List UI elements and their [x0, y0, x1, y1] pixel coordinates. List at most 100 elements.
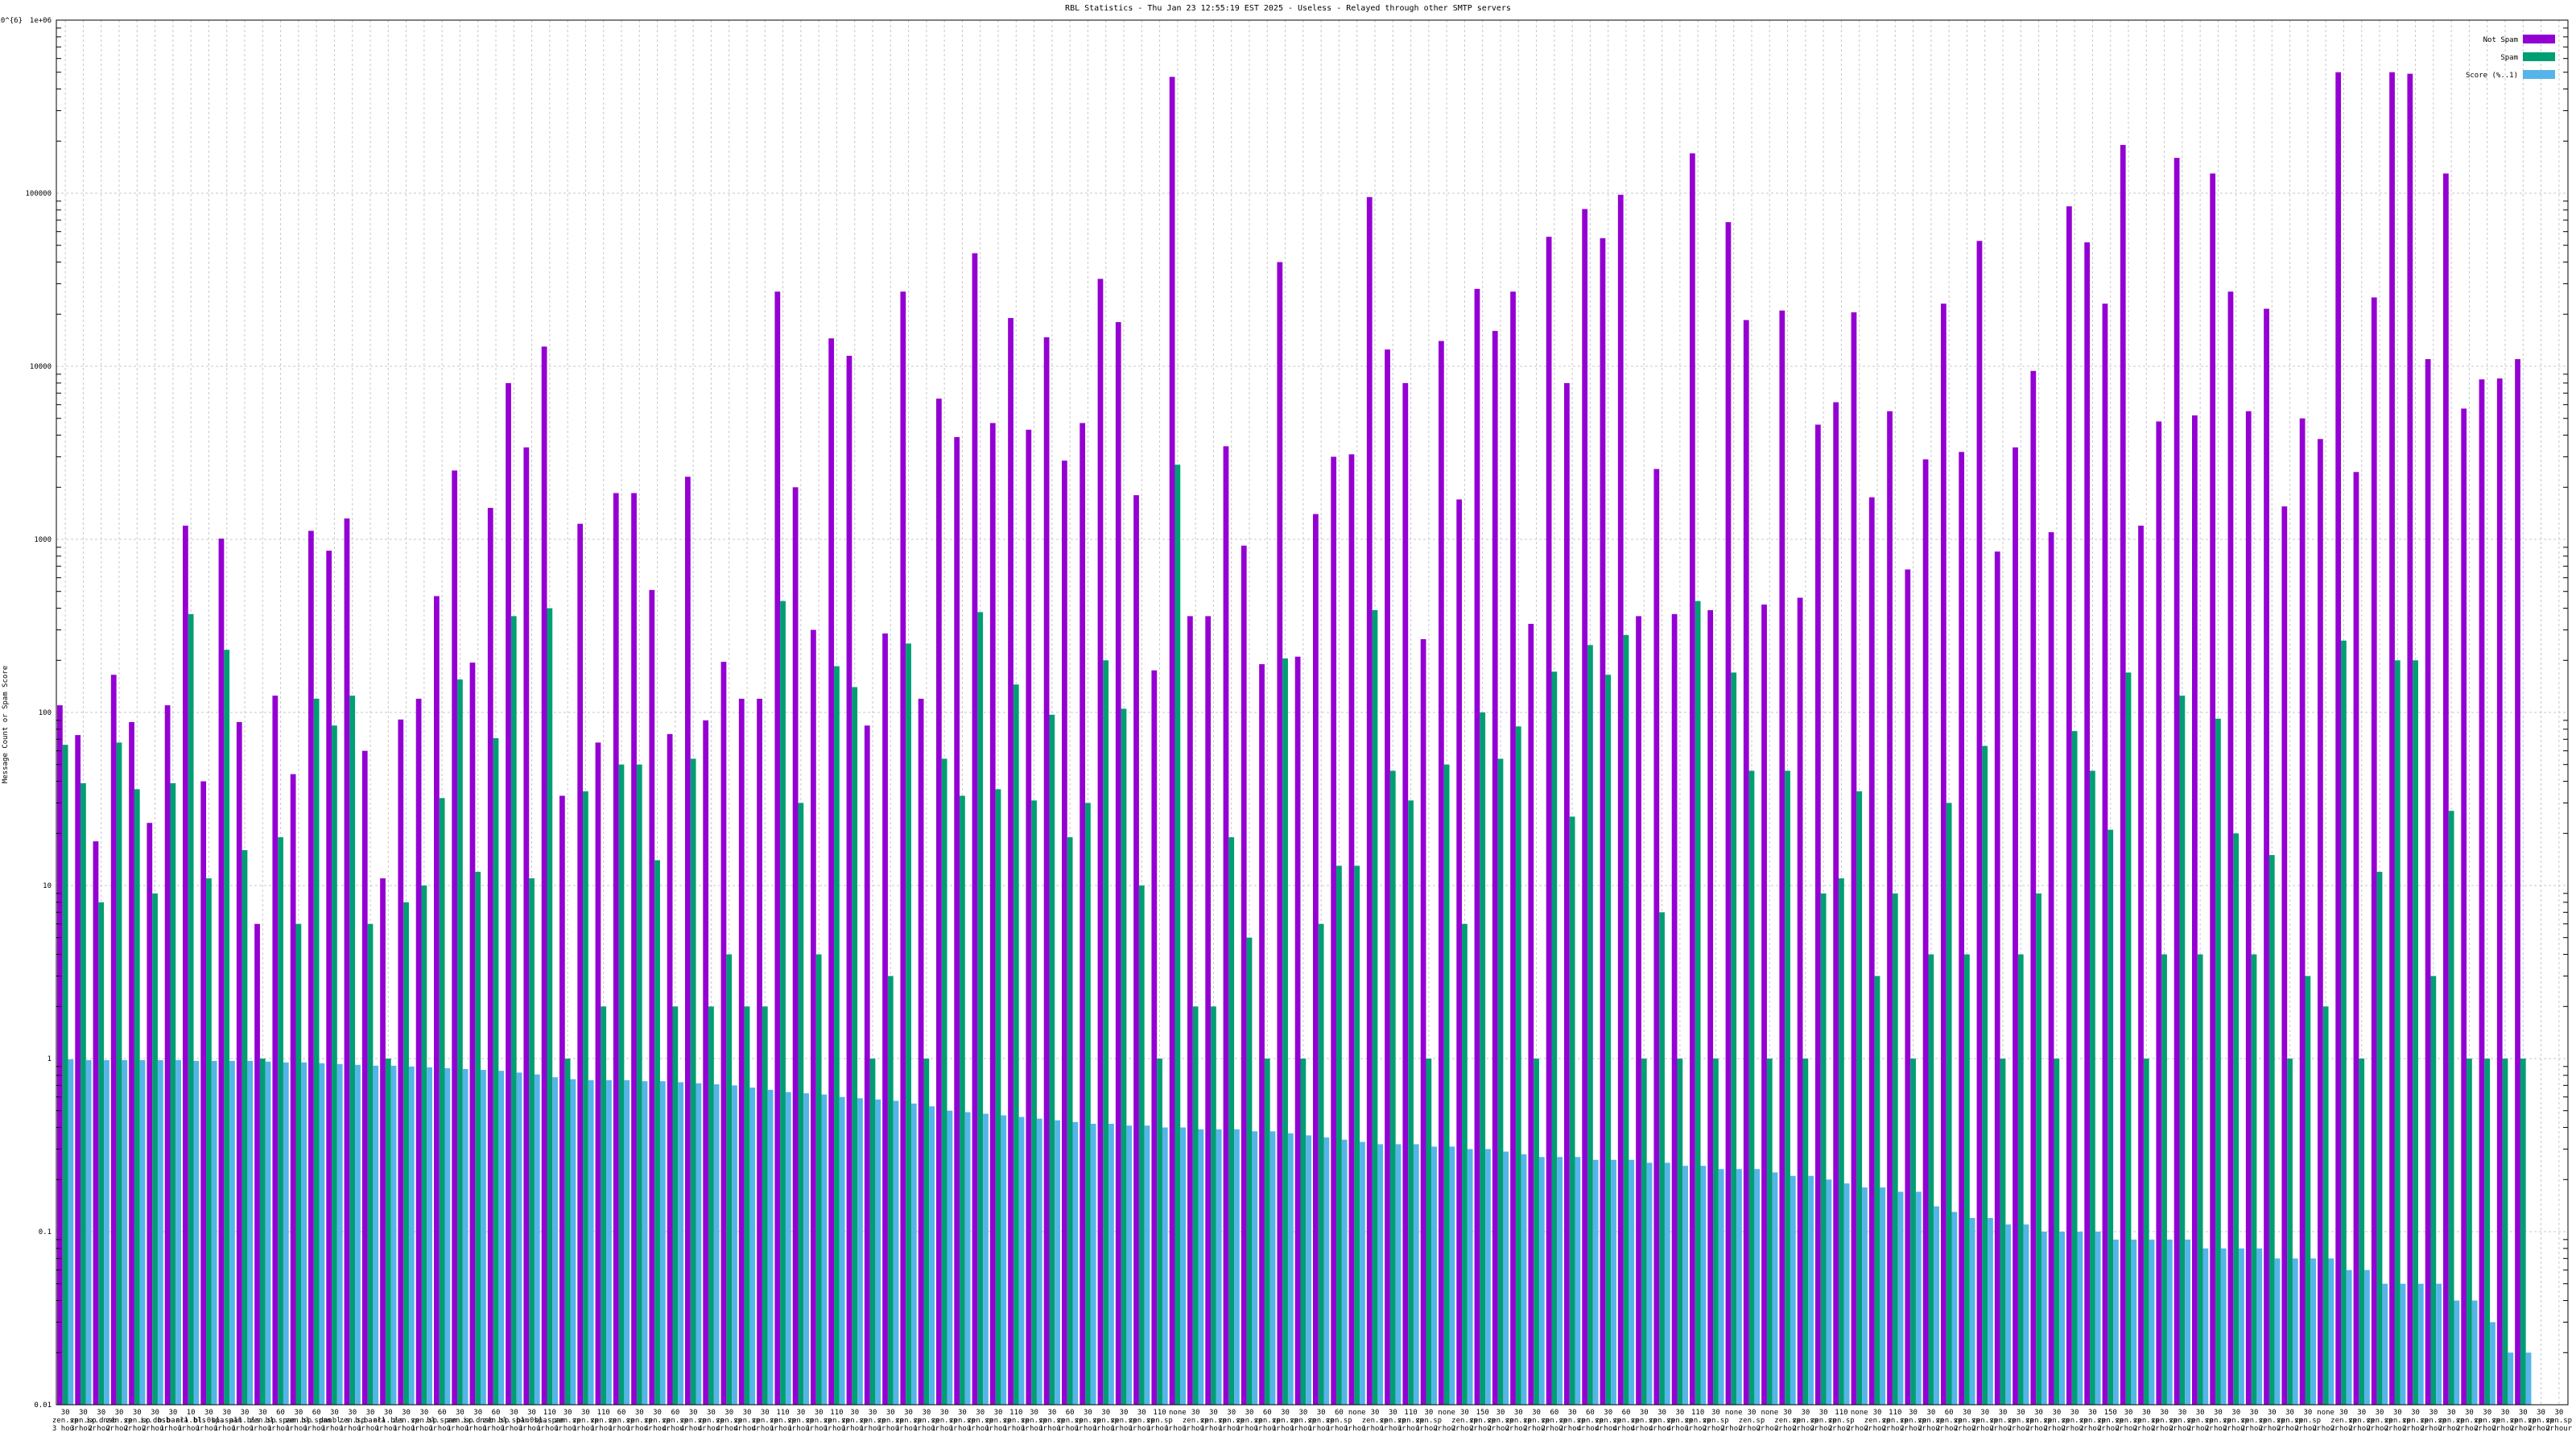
- bar-score-1-: [1180, 1127, 1186, 1405]
- bar-spam: [421, 886, 427, 1405]
- bar-not-spam: [2245, 411, 2252, 1405]
- bar-not-spam: [1277, 262, 1283, 1405]
- x-tick-label: 30: [1532, 1409, 1541, 1417]
- x-tick-label: 4 hour: [716, 1425, 742, 1433]
- x-tick-label: 30: [1873, 1409, 1882, 1417]
- bar-score-1-: [1377, 1144, 1384, 1405]
- x-tick-label: 1 hour: [339, 1425, 365, 1433]
- x-tick-label: zen.sp: [2421, 1417, 2447, 1425]
- bar-spam: [923, 1059, 930, 1405]
- x-tick-label: 1 hour: [1129, 1425, 1155, 1433]
- x-tick-label: 2 hour: [2402, 1425, 2429, 1433]
- x-tick-label: ix.dnsb: [463, 1417, 493, 1425]
- bar-not-spam: [738, 698, 745, 1405]
- x-tick-label: 110: [1835, 1409, 1847, 1417]
- x-tick-label: 1 hour: [1039, 1425, 1066, 1433]
- bar-score-1-: [1718, 1169, 1724, 1405]
- x-tick-label: 110: [1153, 1409, 1166, 1417]
- x-tick-label: 2 hour: [2438, 1425, 2465, 1433]
- bar-spam: [1049, 714, 1055, 1405]
- bar-spam: [1766, 1059, 1773, 1405]
- x-tick-label: 2 hour: [2348, 1425, 2375, 1433]
- x-tick-label: 30: [456, 1409, 464, 1417]
- bar-score-1-: [444, 1067, 451, 1405]
- x-tick-label: 30: [2052, 1409, 2061, 1417]
- bar-score-1-: [2436, 1283, 2442, 1405]
- bar-spam: [869, 1059, 876, 1405]
- x-tick-label: 2 hour: [106, 1425, 133, 1433]
- bar-score-1-: [1700, 1166, 1707, 1405]
- bar-spam: [2430, 976, 2437, 1405]
- x-tick-label: 30: [2088, 1409, 2097, 1417]
- x-tick-label: 30: [1227, 1409, 1236, 1417]
- bar-spam: [529, 878, 535, 1405]
- y-top-tick-label: 1x10^{6}: [0, 17, 23, 25]
- x-tick-label: 1 hour: [357, 1425, 384, 1433]
- bar-spam: [1067, 837, 1073, 1405]
- bar-score-1-: [893, 1100, 899, 1405]
- x-tick-label: none: [1761, 1409, 1778, 1417]
- x-tick-label: 1 hour: [1416, 1425, 1443, 1433]
- bar-not-spam: [559, 795, 565, 1405]
- bar-not-spam: [326, 551, 332, 1405]
- bar-score-1-: [732, 1085, 737, 1405]
- bar-not-spam: [2210, 173, 2216, 1405]
- x-tick-label: zen.sp: [716, 1417, 742, 1425]
- bar-score-1-: [427, 1067, 432, 1405]
- x-tick-label: 2 hour: [1936, 1425, 1963, 1433]
- x-tick-label: 2 hour: [2421, 1425, 2447, 1433]
- x-tick-label: dnsbl.s: [319, 1417, 349, 1425]
- bar-not-spam: [1492, 331, 1498, 1405]
- x-tick-label: 2 hour: [1864, 1425, 1891, 1433]
- bar-score-1-: [1395, 1144, 1402, 1405]
- bar-not-spam: [1510, 291, 1516, 1405]
- bar-not-spam: [595, 742, 601, 1405]
- x-tick-label: zen.sp: [2492, 1417, 2519, 1425]
- x-tick-label: zen.sp: [1971, 1417, 1998, 1425]
- x-tick-label: zen.sp: [2116, 1417, 2142, 1425]
- bar-score-1-: [390, 1065, 397, 1405]
- legend: Not Spam Spam Score (%..1): [2466, 35, 2555, 80]
- x-tick-label: zen.sp: [1613, 1417, 1640, 1425]
- bar-not-spam: [936, 398, 942, 1406]
- bar-score-1-: [1216, 1129, 1222, 1405]
- bar-spam: [1910, 1059, 1916, 1405]
- x-tick-label: 2 hour: [1559, 1425, 1586, 1433]
- x-tick-label: 2 hour: [2313, 1425, 2339, 1433]
- x-tick-label: zen.sp: [411, 1417, 438, 1425]
- bar-score-1-: [1467, 1149, 1473, 1405]
- bar-spam: [2090, 770, 2095, 1405]
- x-tick-label: 1 hour: [967, 1425, 993, 1433]
- x-tick-label: zen.sp: [1559, 1417, 1586, 1425]
- x-tick-label: zen.sp: [1236, 1417, 1263, 1425]
- x-tick-label: 2 hour: [1469, 1425, 1496, 1433]
- x-tick-label: 30: [1999, 1409, 2008, 1417]
- bar-not-spam: [1671, 613, 1678, 1405]
- x-tick-label: 30: [2554, 1409, 2563, 1417]
- bar-spam: [2502, 1059, 2508, 1405]
- x-tick-label: 1 hour: [393, 1425, 419, 1433]
- x-tick-label: 2 hour: [2474, 1425, 2500, 1433]
- x-tick-label: zen.sp: [2062, 1417, 2088, 1425]
- bar-score-1-: [2131, 1239, 2137, 1405]
- x-tick-label: 30: [1281, 1409, 1290, 1417]
- x-tick-label: zen.sp: [1469, 1417, 1496, 1425]
- x-tick-label: zen.sp: [1505, 1417, 1532, 1425]
- x-tick-label: 30: [222, 1409, 231, 1417]
- x-tick-label: 60: [1263, 1409, 1272, 1417]
- bar-not-spam: [93, 841, 99, 1405]
- bar-not-spam: [506, 382, 511, 1406]
- x-tick-label: zen.sp: [1397, 1417, 1424, 1425]
- x-tick-label: 2 hour: [2546, 1425, 2573, 1433]
- bar-score-1-: [175, 1059, 181, 1405]
- bar-spam: [2071, 731, 2078, 1405]
- x-tick-label: 1 hour: [483, 1425, 510, 1433]
- x-tick-label: 30: [419, 1409, 428, 1417]
- x-tick-label: zen.sp: [590, 1417, 617, 1425]
- bar-score-1-: [319, 1063, 325, 1405]
- x-tick-label: 30: [904, 1409, 913, 1417]
- bar-score-1-: [2077, 1232, 2083, 1405]
- bar-not-spam: [1653, 469, 1660, 1405]
- x-tick-label: 2 hour: [1488, 1425, 1514, 1433]
- x-tick-label: 30: [707, 1409, 716, 1417]
